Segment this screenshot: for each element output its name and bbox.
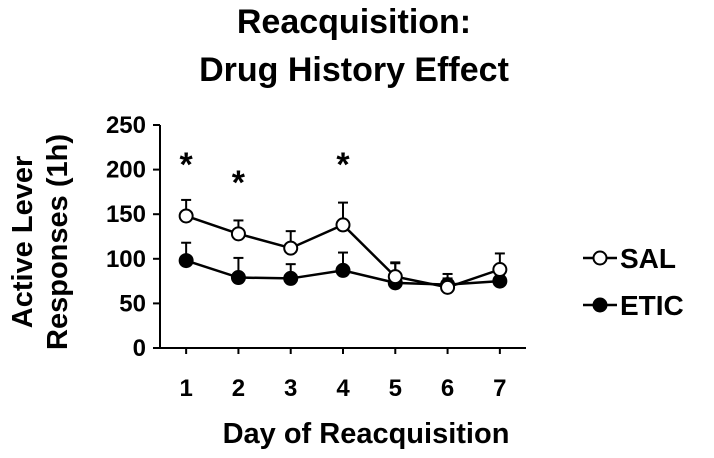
data-point — [230, 270, 246, 286]
data-point — [178, 253, 194, 269]
x-tick-label: 7 — [493, 375, 506, 402]
y-tick-label: 200 — [106, 157, 146, 184]
x-tick-label: 2 — [232, 375, 245, 402]
y-tick-label: 0 — [133, 335, 146, 362]
y-tick-group: 0 50 100 150 200 250 — [106, 112, 160, 362]
x-tick-label: 6 — [441, 375, 454, 402]
legend-marker — [592, 250, 608, 266]
significance-marker: * — [336, 146, 350, 184]
legend-label: SAL — [620, 243, 676, 274]
significance-marker: * — [180, 146, 194, 184]
y-tick-label: 50 — [119, 290, 146, 317]
series-layer — [178, 198, 508, 295]
significance-marker: * — [232, 164, 246, 202]
legend-marker — [592, 297, 608, 313]
y-tick-label: 100 — [106, 246, 146, 273]
legend-label: ETIC — [620, 290, 684, 321]
data-point — [492, 262, 508, 278]
data-point — [387, 269, 403, 285]
data-point — [335, 217, 351, 233]
annotation-layer: * * * — [180, 146, 351, 202]
chart-title-line-1: Reacquisition: — [237, 3, 471, 41]
data-point — [283, 270, 299, 286]
x-tick-group: 1 2 3 4 5 6 7 — [179, 348, 507, 402]
y-axis-label-line-2: Responses (1h) — [42, 134, 74, 350]
x-axis-label: Day of Reacquisition — [223, 418, 510, 450]
y-tick-label: 250 — [106, 112, 146, 139]
chart-title-line-2: Drug History Effect — [199, 51, 509, 89]
legend: SAL ETIC — [583, 243, 684, 321]
data-point — [335, 262, 351, 278]
y-tick-label: 150 — [106, 201, 146, 228]
x-tick-label: 3 — [284, 375, 297, 402]
x-tick-label: 4 — [336, 375, 350, 402]
data-point — [230, 226, 246, 242]
x-tick-label: 5 — [389, 375, 402, 402]
data-point — [283, 240, 299, 256]
x-tick-label: 1 — [179, 375, 192, 402]
data-point — [440, 279, 456, 295]
series-sal — [178, 198, 508, 295]
data-point — [178, 208, 194, 224]
y-axis-label-line-1: Active Lever — [7, 156, 39, 329]
